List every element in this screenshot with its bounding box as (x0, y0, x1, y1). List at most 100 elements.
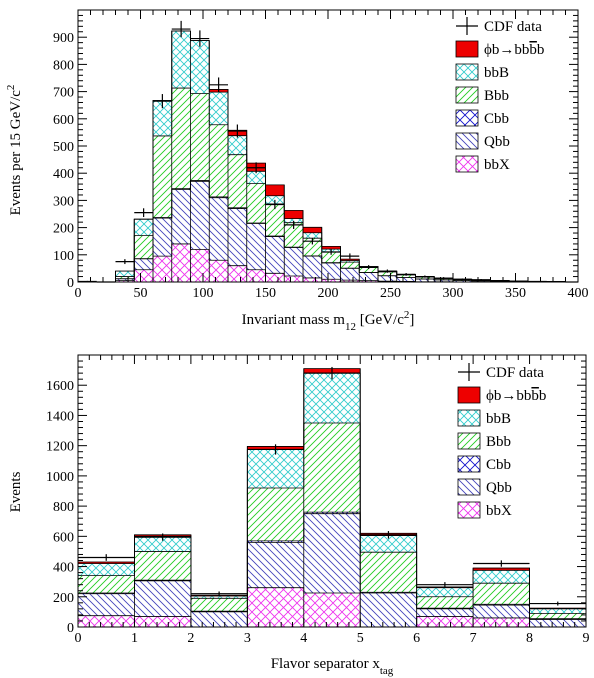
bar-bbX-3 (247, 587, 304, 627)
bar-Bbb-4 (303, 423, 361, 513)
legend-item-Bbb: Bbb (455, 86, 509, 104)
bar-Bbb-10 (265, 203, 285, 237)
legend-label-Qbb: Qbb (484, 134, 510, 150)
bar-bbB-2 (190, 596, 248, 599)
data-point-3 (134, 208, 153, 217)
bar-bbX-5 (171, 243, 191, 282)
bar-Qbb-7 (473, 605, 530, 618)
stack-outline-Bbb (78, 422, 586, 614)
legend-label-Bbb: Bbb (486, 434, 511, 450)
y-tick-label-8: 800 (53, 58, 74, 73)
mass-legend: CDF data ϕb→bbbb bbB Bbb Cbb Qbb bbX (455, 17, 544, 173)
bar-Qbb-20 (453, 280, 472, 282)
flavor-data-points (78, 366, 586, 606)
flavor-x-axis-title: Flavor separator xtag (271, 656, 394, 677)
bar-Bbb-9 (246, 183, 266, 223)
data-point-6 (190, 30, 210, 47)
data-point-6 (416, 582, 474, 588)
x-tick-label-5: 5 (357, 631, 364, 646)
bar-Bbb-6 (190, 93, 210, 181)
legend-item-Cbb: Cbb (457, 455, 511, 473)
data-point-13 (321, 249, 341, 255)
bar-Qbb-5 (360, 593, 417, 627)
y-tick-label-0: 0 (67, 621, 74, 636)
plot-frame (77, 354, 587, 628)
data-point-16 (378, 269, 397, 273)
bar-Bbb-16 (378, 271, 397, 276)
y-tick-label-3: 600 (53, 530, 74, 545)
flavor-axes: 0 1 2 3 4 5 6 7 8 9 0 200 400 600 800 1000 1200 1400 1600 (46, 354, 590, 646)
bar-Cbb-3 (247, 540, 304, 543)
x-tick-label-4: 4 (300, 631, 307, 646)
data-point-4 (153, 94, 172, 109)
y-tick-label-7: 700 (53, 86, 74, 101)
bar-Bbb-12 (303, 238, 322, 256)
y-tick-label-6: 1200 (46, 440, 74, 455)
bar-bbB-7 (473, 570, 530, 584)
bar-bbB-0 (78, 563, 135, 576)
bar-Qbb-4 (153, 218, 172, 257)
legend-item-Bbb: Bbb (457, 432, 511, 450)
bar-Cbb-8 (228, 207, 247, 209)
bar-Qbb-6 (416, 608, 474, 617)
bar-bbX-4 (153, 256, 172, 282)
data-point-17 (396, 273, 416, 276)
legend-label-signal: ϕb→bbbb (486, 388, 546, 404)
data-point-20 (453, 278, 472, 281)
x-tick-label-8: 8 (526, 631, 533, 646)
legend-item-data: CDF data (456, 17, 542, 35)
x-tick-label-6: 300 (443, 286, 464, 301)
data-point-21 (471, 279, 491, 281)
bar-Qbb-1 (134, 580, 191, 617)
bar-Bbb-7 (473, 583, 530, 605)
bar-bbB-12 (303, 232, 322, 239)
data-point-15 (359, 265, 378, 269)
mass-data-points (78, 20, 578, 283)
bar-Cbb-6 (190, 180, 210, 182)
bar-bbX-4 (303, 593, 361, 627)
data-point-12 (303, 237, 322, 245)
y-tick-label-4: 400 (53, 167, 74, 182)
flavor-histogram-panel: 0 1 2 3 4 5 6 7 8 902004006008001000120014001600 … (8, 354, 590, 677)
bar-Qbb-17 (396, 277, 416, 282)
bar-Qbb-7 (209, 197, 228, 261)
y-tick-label-5: 500 (53, 140, 74, 155)
y-tick-label-6: 600 (53, 113, 74, 128)
bar-Qbb-8 (228, 208, 247, 266)
x-tick-label-9: 9 (583, 631, 590, 646)
data-point-3 (247, 444, 304, 455)
data-point-11 (284, 220, 303, 229)
x-tick-label-7: 350 (505, 286, 526, 301)
legend-label-bbX: bbX (484, 157, 510, 173)
legend-item-bbX: bbX (457, 501, 512, 519)
data-point-8 (529, 601, 586, 606)
y-tick-label-8: 1600 (46, 379, 74, 394)
bar-bbB-3 (134, 219, 153, 236)
x-tick-label-5: 250 (380, 286, 401, 301)
bar-Bbb-18 (415, 277, 435, 280)
bar-Qbb-3 (247, 542, 304, 588)
x-tick-label-1: 50 (134, 286, 148, 301)
bar-Bbb-0 (78, 575, 135, 593)
y-tick-label-5: 1000 (46, 470, 74, 485)
x-tick-label-3: 150 (255, 286, 276, 301)
y-tick-label-0: 0 (67, 276, 74, 291)
legend-label-bbB: bbB (486, 411, 511, 427)
y-tick-label-2: 400 (53, 561, 74, 576)
bar-Bbb-6 (416, 596, 474, 609)
data-point-22 (490, 280, 510, 282)
bar-bbB-2 (115, 271, 135, 277)
legend-item-bbB: bbB (457, 409, 511, 427)
mass-y-axis-title: Events per 15 GeV/c2 (5, 85, 24, 216)
bar-Bbb-8 (529, 613, 586, 619)
bar-bbB-4 (303, 373, 361, 423)
y-tick-label-1: 200 (53, 591, 74, 606)
legend-item-Cbb: Cbb (455, 109, 509, 127)
bar-Qbb-15 (359, 272, 378, 281)
bar-Qbb-2 (190, 611, 248, 627)
bar-bbX-7 (473, 617, 530, 627)
bar-Qbb-19 (434, 279, 453, 282)
data-point-0 (78, 554, 135, 561)
legend-label-data: CDF data (484, 19, 542, 35)
